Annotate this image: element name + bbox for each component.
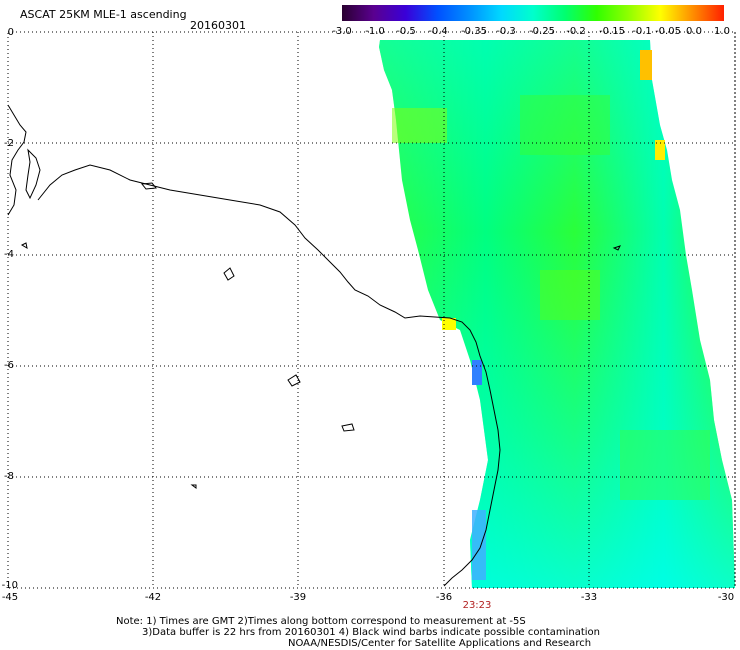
lat-tick-label: -10 <box>1 580 18 591</box>
note-line-1: Note: 1) Times are GMT 2)Times along bot… <box>116 616 526 627</box>
scale-label: -0.5 <box>396 26 416 37</box>
island <box>223 267 235 281</box>
scale-label: -0.25 <box>529 26 555 37</box>
lon-tick-label: -39 <box>289 592 307 603</box>
color-scale-bar <box>342 5 724 21</box>
island <box>20 242 28 250</box>
lon-tick-label: -30 <box>717 592 735 603</box>
swath-field <box>379 40 735 588</box>
coast-island <box>25 148 41 200</box>
note-line-3: NOAA/NESDIS/Center for Satellite Applica… <box>288 638 592 649</box>
swath-patch <box>640 50 652 80</box>
swath-patch <box>392 108 447 143</box>
island <box>341 423 355 432</box>
map-title: ASCAT 25KM MLE-1 ascending <box>20 8 187 21</box>
note-line-2: 3)Data buffer is 22 hrs from 20160301 4)… <box>142 627 600 638</box>
lon-tick-label: -36 <box>435 592 453 603</box>
swath-patch <box>442 318 456 330</box>
swath-patch <box>540 270 600 320</box>
swath-overlay <box>379 40 735 588</box>
island <box>287 374 301 387</box>
island <box>141 182 157 190</box>
lat-tick-label: -4 <box>4 249 14 260</box>
scale-label: -1.0 <box>365 26 385 37</box>
swath-patch <box>472 510 486 580</box>
swath-patch <box>472 360 482 385</box>
scale-label: -3.0 <box>332 26 352 37</box>
swath-patch <box>655 140 665 160</box>
scale-label: 0.0 <box>686 26 702 37</box>
map-frame <box>7 31 736 589</box>
graticule <box>8 31 736 588</box>
scale-label: 1.0 <box>714 26 730 37</box>
swath-time-label: 23:23 <box>462 600 492 611</box>
lat-tick-label: -6 <box>4 360 14 371</box>
swath-patch <box>520 95 610 155</box>
scale-label: -0.3 <box>496 26 516 37</box>
lat-tick-label: 0 <box>7 27 14 38</box>
lat-tick-label: -8 <box>4 471 14 482</box>
lon-tick-label: -42 <box>144 592 162 603</box>
coastline <box>37 164 501 587</box>
coast-island <box>7 104 27 216</box>
swath-patch <box>620 430 710 500</box>
lat-tick-label: -2 <box>4 138 14 149</box>
island <box>190 484 197 489</box>
lon-tick-label: -45 <box>1 592 19 603</box>
island <box>612 245 621 251</box>
lon-tick-label: -33 <box>580 592 598 603</box>
map-date: 20160301 <box>190 19 246 32</box>
scale-label: -0.4 <box>428 26 448 37</box>
scale-label: -0.1 <box>632 26 652 37</box>
scale-label: -0.35 <box>461 26 487 37</box>
